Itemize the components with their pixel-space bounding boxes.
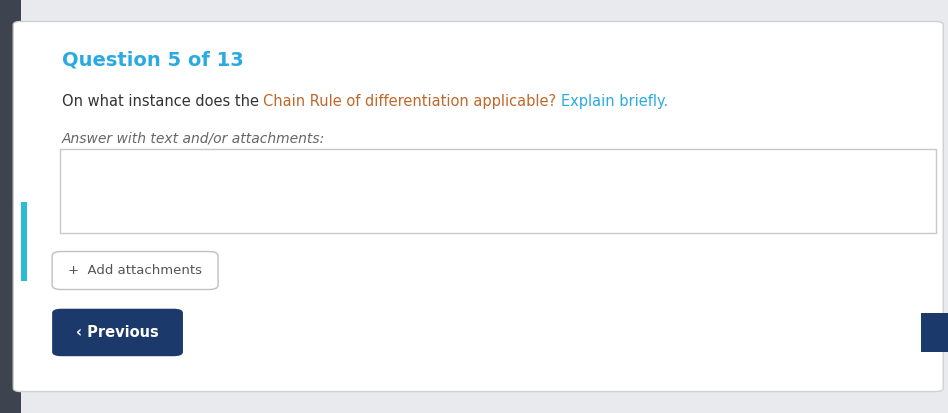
FancyBboxPatch shape xyxy=(52,309,183,356)
Text: Chain Rule of differentiation applicable?: Chain Rule of differentiation applicable… xyxy=(264,94,561,109)
Text: Explain briefly.: Explain briefly. xyxy=(561,94,668,109)
Text: +  Add attachments: + Add attachments xyxy=(68,264,202,277)
FancyBboxPatch shape xyxy=(13,21,943,392)
Text: Answer with text and/or attachments:: Answer with text and/or attachments: xyxy=(62,131,325,145)
Bar xyxy=(21,202,27,281)
FancyBboxPatch shape xyxy=(52,252,218,290)
Text: ‹ Previous: ‹ Previous xyxy=(76,325,159,340)
FancyBboxPatch shape xyxy=(60,149,936,233)
Bar xyxy=(0,0,21,413)
Text: On what instance does the: On what instance does the xyxy=(62,94,264,109)
FancyBboxPatch shape xyxy=(921,313,948,352)
Text: Question 5 of 13: Question 5 of 13 xyxy=(62,50,244,69)
